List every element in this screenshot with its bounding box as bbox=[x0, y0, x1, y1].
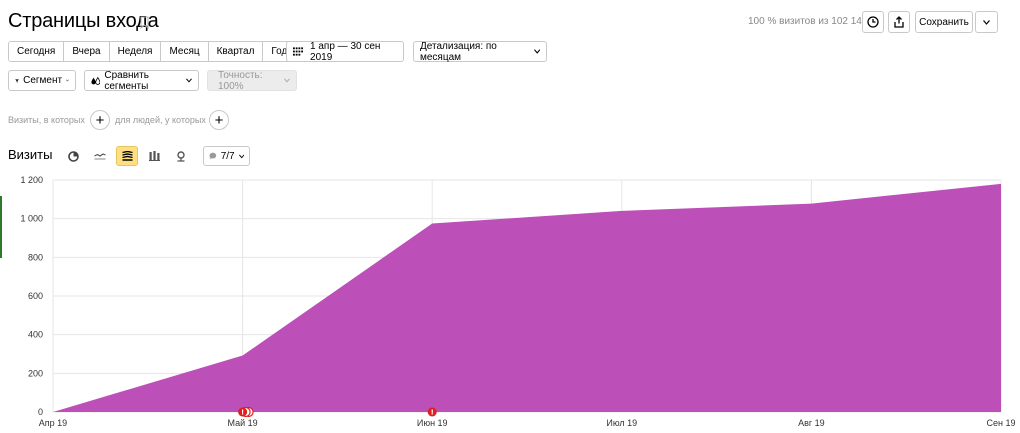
series-count-label: 7/7 bbox=[220, 150, 235, 162]
page-title: Страницы входа bbox=[8, 10, 159, 32]
segment-label: Сегмент bbox=[23, 75, 63, 86]
save-button[interactable]: Сохранить bbox=[915, 11, 973, 33]
period-selector: Сегодня Вчера Неделя Месяц Квартал Год bbox=[8, 41, 297, 62]
map-button[interactable] bbox=[170, 146, 192, 166]
period-today-button[interactable]: Сегодня bbox=[9, 42, 65, 61]
x-tick-label: Май 19 bbox=[228, 418, 258, 428]
export-button[interactable] bbox=[888, 11, 910, 33]
annotation-markers[interactable]: !! bbox=[238, 406, 437, 418]
pie-icon bbox=[67, 150, 79, 162]
line-chart-button[interactable] bbox=[89, 146, 111, 166]
calendar-icon bbox=[293, 47, 304, 56]
compare-segments-label: Сравнить сегменты bbox=[104, 69, 149, 92]
annotation-label: ! bbox=[431, 409, 434, 417]
x-tick-label: Июл 19 bbox=[606, 418, 637, 428]
visits-info: 100 % визитов из 102 140 bbox=[748, 16, 868, 27]
chevron-down-icon bbox=[284, 78, 290, 83]
x-axis-ticks: Апр 19 Май 19 Июн 19 Июл 19 Авг 19 Сен 19 bbox=[39, 418, 1016, 428]
detail-select[interactable]: Детализация: по месяцам bbox=[413, 40, 547, 63]
chevron-down-icon bbox=[66, 79, 69, 82]
x-tick-label: Июн 19 bbox=[417, 418, 448, 428]
period-week-button[interactable]: Неделя bbox=[109, 42, 162, 61]
area-chart-button[interactable] bbox=[116, 146, 138, 166]
date-range-label: 1 апр — 30 сен 2019 bbox=[310, 40, 381, 63]
period-month-button[interactable]: Месяц bbox=[161, 42, 209, 61]
accuracy-label: Точность: 100% bbox=[218, 69, 263, 92]
history-button[interactable] bbox=[862, 11, 884, 33]
plus-icon: + bbox=[214, 111, 224, 129]
segment-button[interactable]: Сегмент bbox=[8, 70, 76, 91]
bar-chart-button[interactable] bbox=[143, 146, 165, 166]
add-people-condition-button[interactable]: + bbox=[209, 110, 229, 130]
speech-bubble-icon bbox=[209, 152, 217, 160]
area-series-visits[interactable] bbox=[53, 183, 1001, 412]
funnel-icon bbox=[15, 78, 19, 83]
period-yesterday-button[interactable]: Вчера bbox=[64, 42, 110, 61]
chevron-down-icon bbox=[238, 154, 244, 158]
add-visit-condition-button[interactable]: + bbox=[90, 110, 110, 130]
annotation-marker[interactable]: ! bbox=[427, 407, 437, 417]
annotation-label: ! bbox=[241, 409, 244, 417]
bar-chart-icon bbox=[148, 151, 160, 161]
x-tick-label: Авг 19 bbox=[798, 418, 825, 428]
visits-filter-label: Визиты, в которых bbox=[8, 115, 85, 125]
line-chart-icon bbox=[94, 153, 106, 160]
people-filter-label: для людей, у которых bbox=[115, 115, 206, 125]
chevron-down-icon bbox=[186, 78, 192, 83]
bookmark-icon[interactable] bbox=[140, 16, 149, 29]
y-axis-ticks: 0 200 400 600 800 1 000 1 200 bbox=[20, 175, 43, 417]
area-chart-icon bbox=[121, 151, 133, 161]
chevron-down-icon bbox=[533, 49, 540, 54]
x-tick-label: Апр 19 bbox=[39, 418, 67, 428]
left-edge-strip bbox=[0, 196, 2, 258]
annotation-marker[interactable]: ! bbox=[238, 406, 254, 418]
drops-icon bbox=[91, 76, 101, 85]
y-tick-label: 200 bbox=[28, 368, 43, 378]
compare-segments-button[interactable]: Сравнить сегменты bbox=[84, 69, 199, 92]
map-pin-icon bbox=[177, 150, 185, 162]
plus-icon: + bbox=[95, 111, 105, 129]
y-tick-label: 400 bbox=[28, 330, 43, 340]
clock-icon bbox=[867, 16, 879, 28]
x-tick-label: Сен 19 bbox=[987, 418, 1016, 428]
pie-chart-button[interactable] bbox=[62, 146, 84, 166]
y-tick-label: 600 bbox=[28, 291, 43, 301]
visits-area-chart[interactable]: 0 200 400 600 800 1 000 1 200 Апр 19 Май 19 Июн … bbox=[0, 170, 1020, 433]
period-quarter-button[interactable]: Квартал bbox=[208, 42, 264, 61]
chart-title: Визиты bbox=[8, 147, 53, 162]
y-tick-label: 1 200 bbox=[20, 175, 43, 185]
y-tick-label: 0 bbox=[38, 407, 43, 417]
accuracy-select[interactable]: Точность: 100% bbox=[207, 69, 297, 92]
y-tick-label: 1 000 bbox=[20, 214, 43, 224]
detail-label: Детализация: по месяцам bbox=[420, 40, 497, 63]
series-count-button[interactable]: 7/7 bbox=[203, 146, 250, 166]
save-options-button[interactable] bbox=[975, 11, 998, 33]
date-range-button[interactable]: 1 апр — 30 сен 2019 bbox=[286, 40, 404, 63]
y-tick-label: 800 bbox=[28, 252, 43, 262]
share-icon bbox=[894, 16, 904, 28]
chevron-down-icon bbox=[983, 19, 990, 25]
